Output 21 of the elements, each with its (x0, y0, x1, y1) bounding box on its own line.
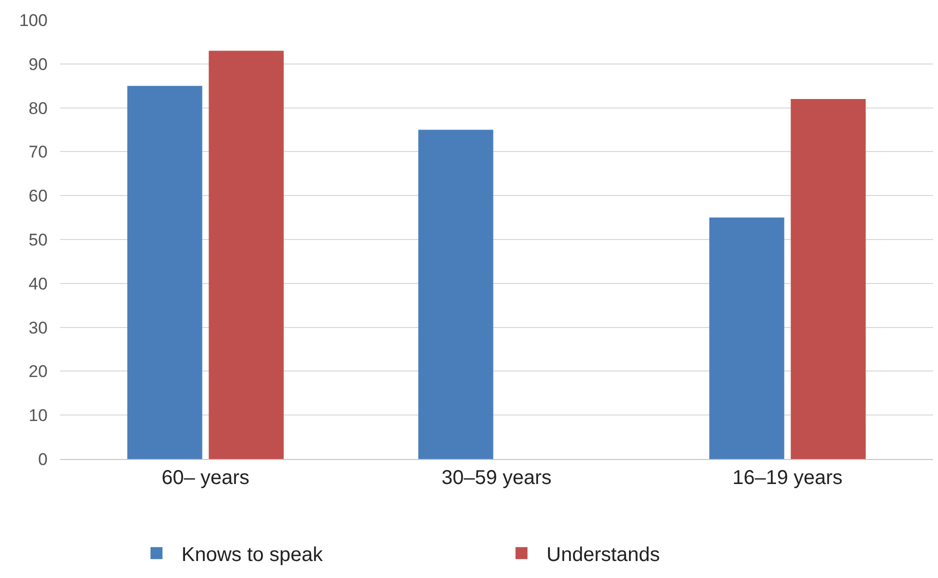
y-tick-label: 90 (28, 54, 48, 74)
bar (418, 130, 494, 459)
bar (790, 99, 866, 459)
y-tick-label: 0 (38, 450, 48, 469)
y-tick-label: 50 (28, 230, 48, 250)
y-tick-label: 100 (19, 10, 48, 30)
bar (208, 50, 284, 459)
legend-label: Understands (546, 544, 660, 566)
y-tick-label: 40 (28, 274, 48, 294)
legend-label: Knows to speak (182, 544, 324, 566)
x-tick-label: 16–19 years (732, 467, 843, 489)
bar (127, 86, 202, 459)
bar (709, 218, 784, 459)
y-tick-label: 30 (28, 318, 48, 338)
y-tick-label: 60 (28, 186, 48, 206)
x-tick-label: 30–59 years (441, 467, 552, 489)
y-tick-label: 20 (28, 362, 48, 382)
y-tick-label: 70 (28, 142, 48, 162)
y-tick-label: 10 (28, 406, 48, 426)
x-tick-label: 60– years (162, 467, 250, 489)
y-tick-label: 80 (28, 98, 48, 118)
